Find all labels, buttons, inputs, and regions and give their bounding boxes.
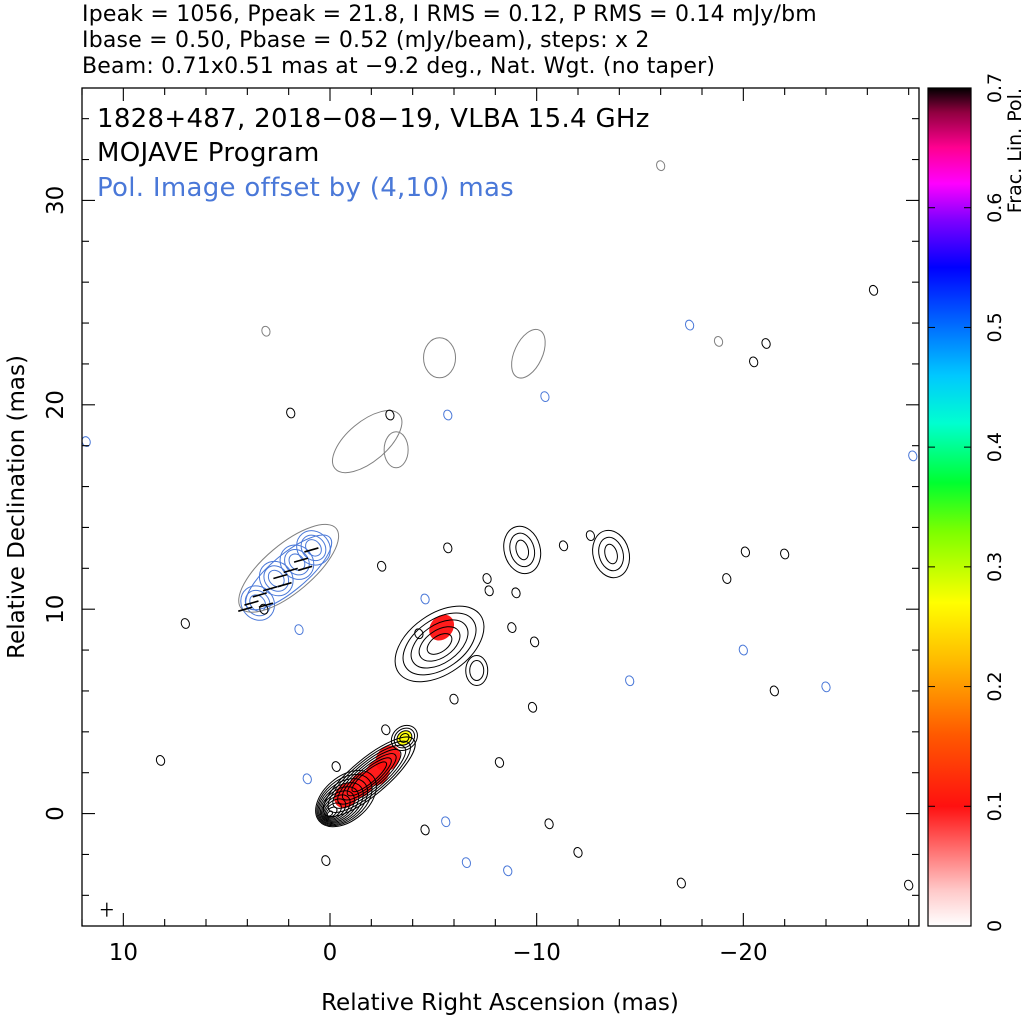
noise-blob bbox=[484, 585, 495, 597]
y-tick-label: 0 bbox=[43, 806, 69, 821]
noise-blob bbox=[506, 622, 517, 634]
colorbar-tick-label: 0 bbox=[984, 920, 1006, 932]
plot-frame bbox=[82, 88, 919, 926]
jet-9mas-contour bbox=[392, 600, 487, 687]
noise-blob bbox=[585, 530, 596, 542]
noise-blob bbox=[676, 877, 687, 889]
noise-blob bbox=[420, 593, 431, 605]
jet-13mas-contour bbox=[603, 543, 620, 565]
noise-blob bbox=[302, 773, 313, 785]
x-tick-label: 10 bbox=[109, 940, 138, 966]
y-tick-label: 10 bbox=[43, 595, 69, 624]
noise-blob bbox=[155, 754, 166, 766]
y-axis-tick-labels: 0 10 20 30 bbox=[43, 186, 69, 821]
evpa-stick bbox=[298, 566, 312, 570]
noise-blob bbox=[624, 675, 635, 687]
noise-blob bbox=[376, 560, 387, 572]
noise-blob bbox=[713, 335, 724, 347]
noise-blob bbox=[684, 319, 695, 331]
noise-blob bbox=[511, 587, 522, 599]
noise-blob bbox=[779, 548, 790, 560]
y-axis-ticks bbox=[82, 119, 919, 896]
noise-contours bbox=[81, 160, 919, 892]
noise-blob bbox=[442, 409, 453, 421]
y-tick-label: 30 bbox=[43, 186, 69, 215]
program-name: MOJAVE Program bbox=[97, 138, 320, 168]
jet-9mas-contour bbox=[470, 661, 484, 681]
colorbar-tick-label: 0.3 bbox=[984, 552, 1006, 582]
x-tick-label: 0 bbox=[323, 940, 338, 966]
colorbar-tick-label: 0.4 bbox=[984, 432, 1006, 462]
noise-blob bbox=[721, 572, 732, 584]
noise-blob bbox=[821, 681, 832, 693]
pol-contour bbox=[290, 524, 338, 572]
noise-blob bbox=[260, 325, 271, 337]
noise-blob bbox=[285, 407, 296, 419]
jet-13mas-contour bbox=[506, 530, 538, 569]
y-axis-label: Relative Declination (mas) bbox=[4, 355, 30, 659]
jet-13mas-contour bbox=[595, 534, 627, 573]
colorbar-tick-labels: 0 0.1 0.2 0.3 0.4 0.5 0.6 0.7 bbox=[984, 73, 1006, 932]
beam-ellipse bbox=[101, 903, 113, 917]
polarization-offset-note: Pol. Image offset by (4,10) mas bbox=[97, 173, 514, 203]
noise-blob bbox=[331, 761, 342, 773]
noise-blob bbox=[748, 356, 759, 368]
x-tick-label: −10 bbox=[512, 940, 561, 966]
low-contour bbox=[505, 324, 552, 383]
noise-blob bbox=[320, 855, 331, 867]
noise-blob bbox=[527, 701, 538, 713]
noise-blob bbox=[380, 724, 391, 736]
noise-blob bbox=[544, 818, 555, 830]
noise-blob bbox=[558, 540, 569, 552]
noise-blob bbox=[502, 865, 513, 877]
noise-blob bbox=[769, 685, 780, 697]
source-title: 1828+487, 2018−08−19, VLBA 15.4 GHz bbox=[97, 104, 650, 134]
noise-blob bbox=[461, 857, 472, 869]
y-tick-label: 20 bbox=[43, 390, 69, 419]
evpa-stick bbox=[244, 601, 258, 605]
evpa-stick bbox=[273, 574, 287, 578]
noise-blob bbox=[294, 624, 305, 636]
colorbar-tick-label: 0.7 bbox=[984, 73, 1006, 103]
noise-blob bbox=[529, 636, 540, 648]
x-tick-label: −20 bbox=[719, 940, 768, 966]
noise-blob bbox=[180, 617, 191, 629]
colorbar bbox=[928, 88, 971, 926]
noise-blob bbox=[868, 284, 879, 296]
noise-blob bbox=[539, 391, 550, 403]
colorbar-tick-label: 0.1 bbox=[984, 791, 1006, 821]
low-contour bbox=[424, 338, 456, 378]
noise-blob bbox=[907, 450, 918, 462]
noise-blob bbox=[903, 879, 914, 891]
noise-blob bbox=[449, 693, 460, 705]
noise-blob bbox=[440, 816, 451, 828]
noise-blob bbox=[738, 644, 749, 656]
x-axis-tick-labels: 10 0 −10 −20 bbox=[109, 940, 768, 966]
x-axis-label: Relative Right Ascension (mas) bbox=[321, 990, 679, 1016]
x-axis-ticks bbox=[82, 88, 909, 926]
jet-9mas-contour bbox=[381, 591, 497, 698]
noise-blob bbox=[420, 824, 431, 836]
noise-blob bbox=[740, 546, 751, 558]
noise-blob bbox=[494, 756, 505, 768]
low-level-contours bbox=[226, 324, 552, 626]
jet-13mas-contour bbox=[514, 539, 531, 561]
evpa-stick bbox=[278, 583, 292, 587]
noise-blob bbox=[655, 160, 666, 172]
noise-blob bbox=[761, 337, 772, 349]
colorbar-label: Frac. Lin. Pol. bbox=[1004, 88, 1026, 213]
colorbar-tick-label: 0.2 bbox=[984, 671, 1006, 701]
colorbar-tick-label: 0.6 bbox=[984, 193, 1006, 223]
noise-blob bbox=[442, 542, 453, 554]
noise-blob bbox=[573, 846, 584, 858]
jet-13mas-contour bbox=[499, 522, 546, 578]
noise-blob bbox=[482, 572, 493, 584]
colorbar-tick-label: 0.5 bbox=[984, 312, 1006, 342]
low-contour bbox=[322, 399, 412, 484]
